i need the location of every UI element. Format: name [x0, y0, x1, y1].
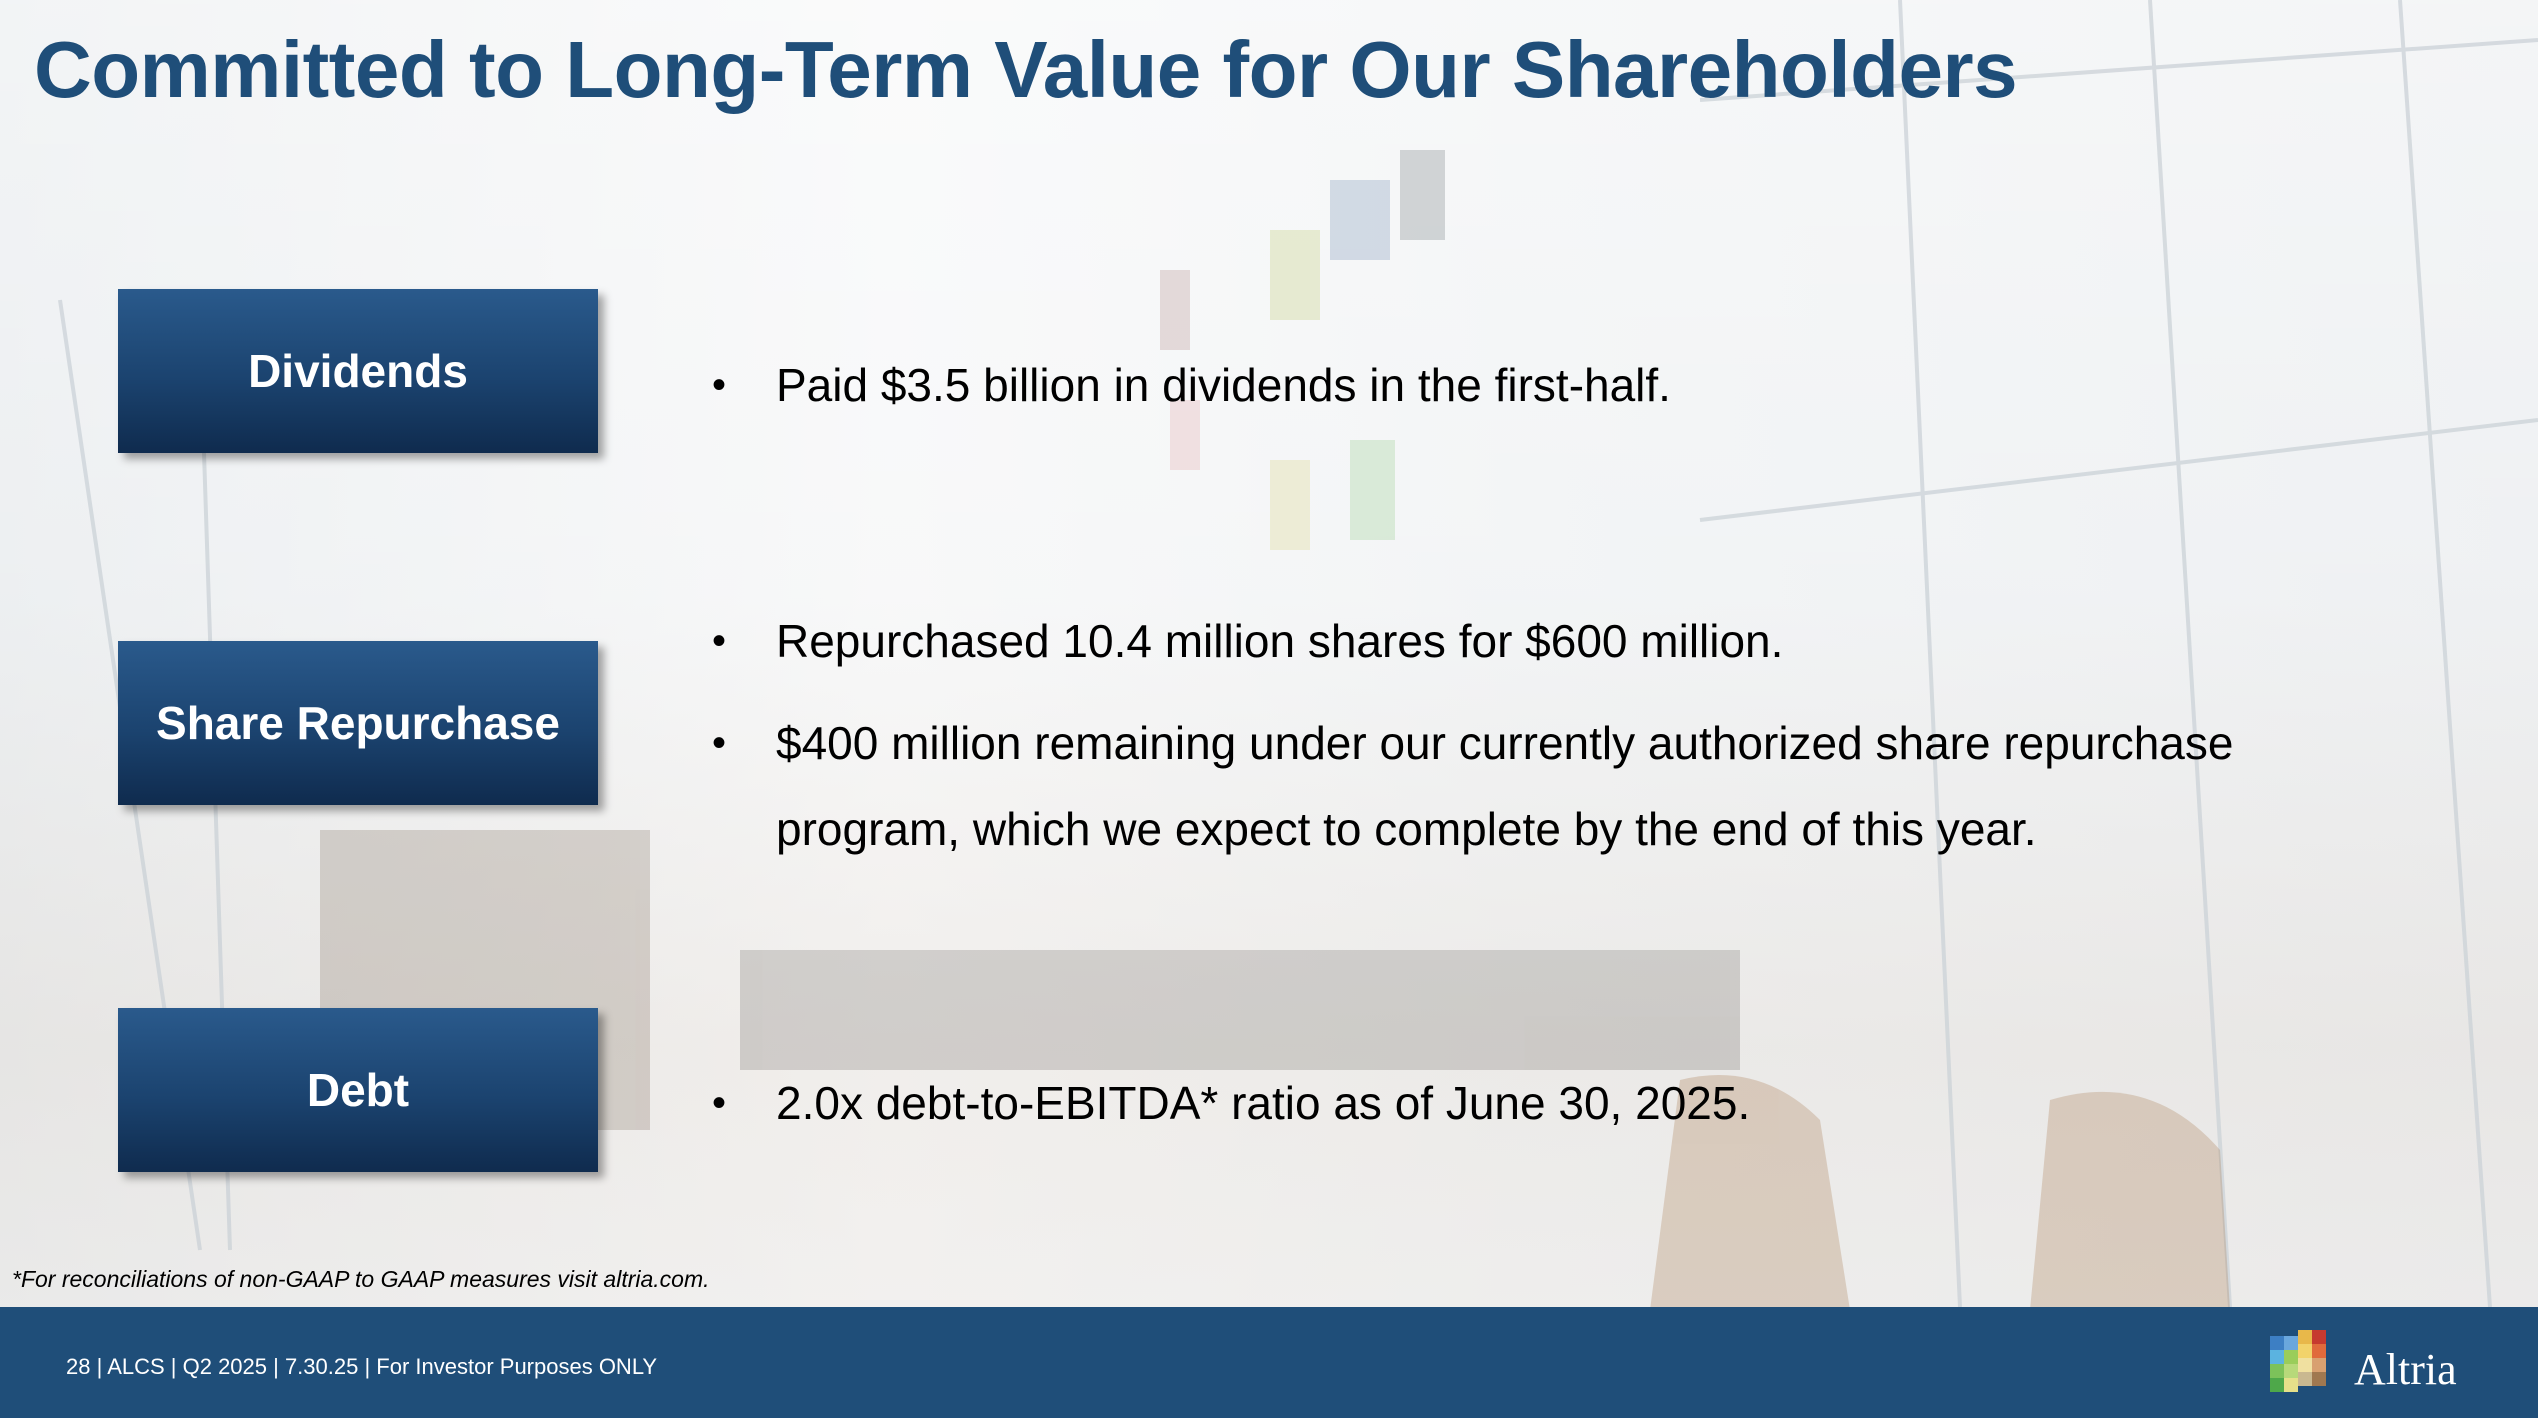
bullet-glyph: •: [712, 619, 727, 663]
debt-label-box: Debt: [118, 1008, 598, 1172]
footer-bar: [0, 1307, 2538, 1418]
bullet-text: Paid $3.5 billion in dividends in the fi…: [776, 359, 1671, 411]
altria-logo-text: Altria: [2354, 1345, 2457, 1394]
bullet-text: Repurchased 10.4 million shares for $600…: [776, 615, 1784, 667]
footer-text: 28 | ALCS | Q2 2025 | 7.30.25 | For Inve…: [66, 1354, 658, 1379]
share-repurchase-bullet-2: • $400 million remaining under our curre…: [712, 700, 2412, 872]
share-repurchase-bullet-1: • Repurchased 10.4 million shares for $6…: [712, 598, 2412, 684]
dividends-bullet: • Paid $3.5 billion in dividends in the …: [712, 342, 2412, 428]
share-repurchase-label-box: Share Repurchase: [118, 641, 598, 805]
bullet-text: $400 million remaining under our current…: [776, 717, 2234, 855]
dividends-label-box: Dividends: [118, 289, 598, 453]
footnote: *For reconciliations of non-GAAP to GAAP…: [12, 1266, 710, 1292]
bullet-text: 2.0x debt-to-EBITDA* ratio as of June 30…: [776, 1077, 1751, 1129]
altria-logo-icon: [2270, 1330, 2510, 1402]
debt-bullet: • 2.0x debt-to-EBITDA* ratio as of June …: [712, 1060, 2412, 1146]
slide-title: Committed to Long-Term Value for Our Sha…: [34, 25, 2018, 114]
bullet-glyph: •: [712, 721, 727, 765]
bullet-glyph: •: [712, 1081, 727, 1125]
bullet-glyph: •: [712, 363, 727, 407]
